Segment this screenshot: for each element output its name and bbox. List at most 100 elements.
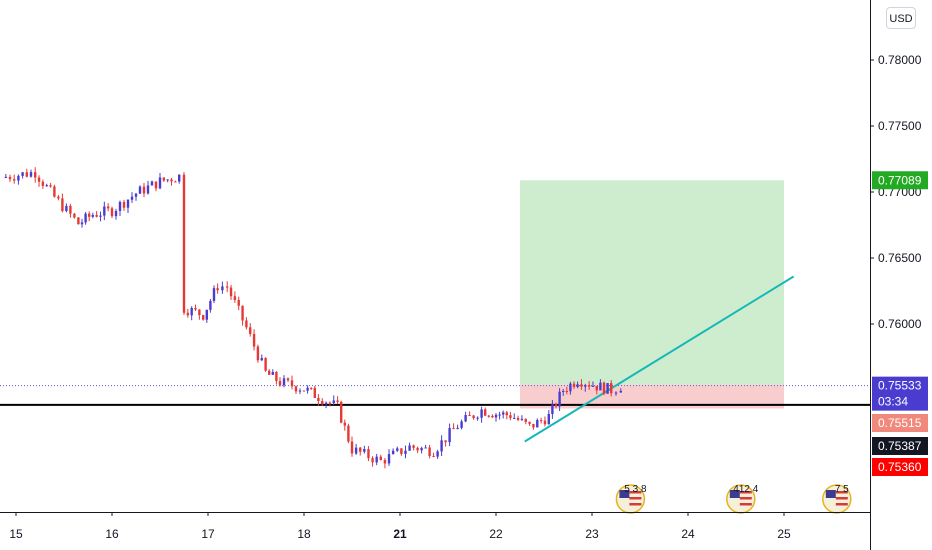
candle-body (456, 427, 459, 429)
candle-body (8, 176, 12, 180)
stop-zone (520, 384, 784, 409)
badge-label: 0.75533 (878, 379, 922, 393)
candle-body (350, 441, 354, 454)
flag-stripe (629, 491, 642, 494)
candle-body (4, 176, 7, 178)
candle-body (205, 309, 208, 320)
candle-body (536, 420, 539, 428)
flag-stripe (739, 491, 752, 494)
candle-body (460, 421, 463, 428)
time-tick-label: 15 (9, 527, 23, 541)
candle-body (516, 417, 520, 420)
candle-body (130, 196, 134, 200)
candle-body (448, 428, 451, 443)
candle-body (591, 385, 595, 387)
candle-body (65, 205, 68, 212)
candle-body (383, 459, 387, 464)
flag-canton (729, 490, 740, 498)
candle-body (45, 185, 48, 187)
candle-body (606, 383, 609, 394)
time-axis[interactable]: 15 16 17 18 21 22 23 24 25 (9, 512, 791, 541)
candle-body (122, 201, 126, 208)
candle-body (229, 287, 233, 297)
candle-body (202, 315, 205, 320)
candle-body (73, 213, 76, 218)
candle-body (252, 333, 256, 347)
candle-body (520, 418, 524, 420)
candle-body (371, 458, 374, 463)
candle-body (61, 198, 64, 212)
price-badge-target: 0.77089 (872, 171, 928, 190)
candle-body (420, 447, 423, 451)
candle-body (332, 400, 335, 404)
candle-body (539, 420, 543, 422)
time-tick-label: 22 (489, 527, 503, 541)
candle-body (91, 215, 94, 217)
candle-body (138, 186, 142, 194)
price-tick-label: 0.76000 (878, 317, 922, 331)
candle-body (158, 177, 162, 189)
candle-body (543, 420, 547, 425)
candle-body (17, 175, 20, 181)
candle-body (237, 299, 240, 306)
candle-body (209, 300, 212, 310)
candle-body (387, 454, 391, 464)
candle-body (321, 401, 324, 405)
candle-body (313, 387, 316, 398)
candle-body (343, 422, 346, 426)
candle-body (614, 392, 618, 394)
candle-body (432, 455, 435, 457)
candle-body (491, 416, 494, 418)
flag-stripe (739, 503, 752, 506)
badge-bg (872, 414, 928, 432)
candle-body (49, 185, 52, 187)
candle-body (174, 181, 177, 183)
candle-body (256, 346, 260, 361)
candle-body (310, 387, 313, 389)
trendline (524, 275, 795, 443)
candle-body (294, 386, 298, 392)
candle-body (505, 412, 508, 416)
candle-body (391, 450, 395, 455)
candlestick-series (4, 167, 622, 469)
candle-body (154, 181, 158, 189)
candle-body (502, 412, 505, 415)
candle-body (88, 213, 91, 217)
candle-body (551, 404, 554, 415)
candle-body (182, 174, 186, 313)
candle-body (21, 172, 24, 176)
candle-body (336, 400, 339, 402)
candle-body (166, 179, 169, 181)
candle-body (271, 372, 274, 375)
candle-body (53, 186, 56, 197)
time-tick-label: 18 (297, 527, 311, 541)
candle-body (77, 217, 80, 225)
price-badges: 0.77089 0.75533 03:34 0.75515 0.75387 0.75360 (872, 171, 928, 476)
candle-body (359, 447, 362, 452)
candle-body (412, 445, 415, 448)
candle-body (599, 382, 602, 391)
candle-body (436, 451, 439, 457)
candle-body (498, 414, 501, 416)
candle-body (340, 401, 343, 423)
price-badge-stop: 0.75360 (872, 458, 928, 476)
badge-bg (872, 376, 928, 411)
candle-body (25, 172, 28, 177)
candle-body (408, 445, 411, 451)
candle-body (84, 213, 87, 223)
candle-body (569, 383, 572, 392)
position-zones (520, 180, 784, 409)
economic-events: 5 3 8 412 4 7 5 (615, 484, 852, 514)
candle-body (34, 172, 37, 178)
target-zone (520, 180, 784, 385)
currency-button[interactable]: USD (886, 7, 916, 29)
candle-body (595, 385, 598, 391)
candle-body (558, 391, 561, 407)
candle-body (241, 305, 244, 321)
candle-body (396, 448, 399, 451)
candle-body (424, 447, 427, 449)
candle-body (354, 447, 358, 454)
candle-body (476, 417, 479, 419)
